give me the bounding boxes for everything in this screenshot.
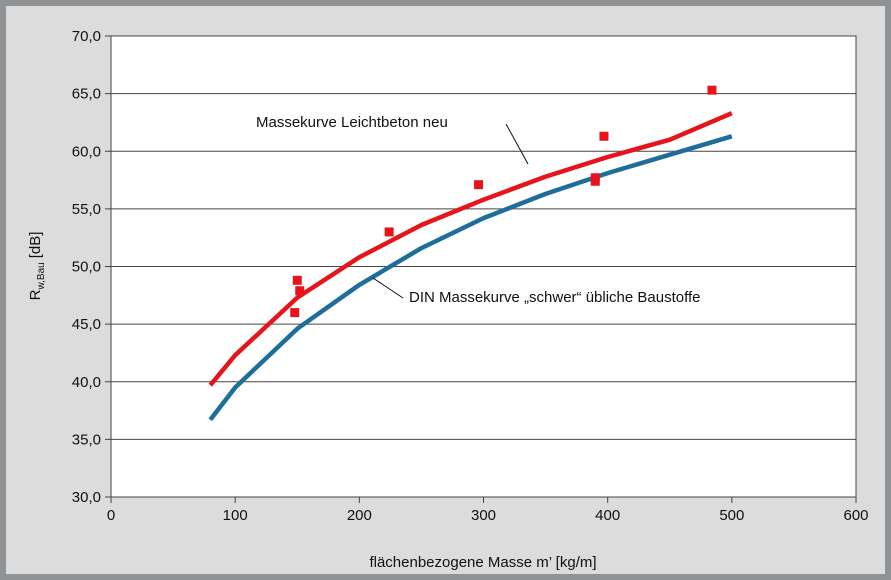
data-point	[384, 227, 394, 237]
data-point	[707, 85, 717, 95]
x-axis-label: flächenbezogene Masse m’ [kg/m]	[369, 554, 596, 571]
x-tick-label: 600	[843, 507, 868, 524]
annotation-leader-din	[372, 277, 404, 299]
y-axis-ticks: 30,0 35,0 40,0 45,0 50,0 55,0 60,0 65,0 70,0	[72, 28, 111, 506]
scatter-points	[290, 85, 717, 318]
x-axis-ticks: 0 100 200 300 400 500 600	[107, 497, 869, 524]
x-tick-label: 400	[595, 507, 620, 524]
y-tick-label: 40,0	[72, 374, 101, 391]
x-tick-label: 100	[223, 507, 248, 524]
annotation-leader-leichtbeton	[505, 123, 529, 165]
y-tick-label: 50,0	[72, 259, 101, 276]
svg-text:Rw,Bau[dB]: Rw,Bau [dB]	[27, 232, 47, 301]
y-tick-label: 60,0	[72, 143, 101, 160]
data-point	[599, 131, 609, 141]
y-tick-label: 30,0	[72, 489, 101, 506]
annotation-leichtbeton: Massekurve Leichtbeton neu	[256, 114, 448, 131]
y-tick-label: 65,0	[72, 86, 101, 103]
x-tick-label: 300	[471, 507, 496, 524]
series-line-din	[208, 134, 733, 422]
annotation-din: DIN Massekurve „schwer“ übliche Baustoff…	[409, 289, 701, 306]
series-group	[208, 111, 733, 422]
y-axis-label-main: R	[27, 289, 44, 300]
y-axis-label: Rw,Bau [dB]	[27, 232, 47, 301]
data-point	[292, 275, 302, 285]
data-point	[295, 286, 305, 296]
data-point	[290, 308, 300, 318]
y-axis-label-sub: w,Bau	[36, 262, 47, 290]
grid-lines	[111, 93, 856, 440]
x-tick-label: 0	[107, 507, 115, 524]
series-line-leichtbeton	[208, 111, 733, 387]
x-tick-label: 200	[347, 507, 372, 524]
y-axis-label-unit: [dB]	[27, 232, 44, 259]
y-tick-label: 55,0	[72, 201, 101, 218]
data-point	[474, 180, 484, 190]
x-tick-label: 500	[719, 507, 744, 524]
y-tick-label: 35,0	[72, 431, 101, 448]
y-tick-label: 70,0	[72, 28, 101, 45]
y-tick-label: 45,0	[72, 316, 101, 333]
data-point	[590, 173, 600, 183]
